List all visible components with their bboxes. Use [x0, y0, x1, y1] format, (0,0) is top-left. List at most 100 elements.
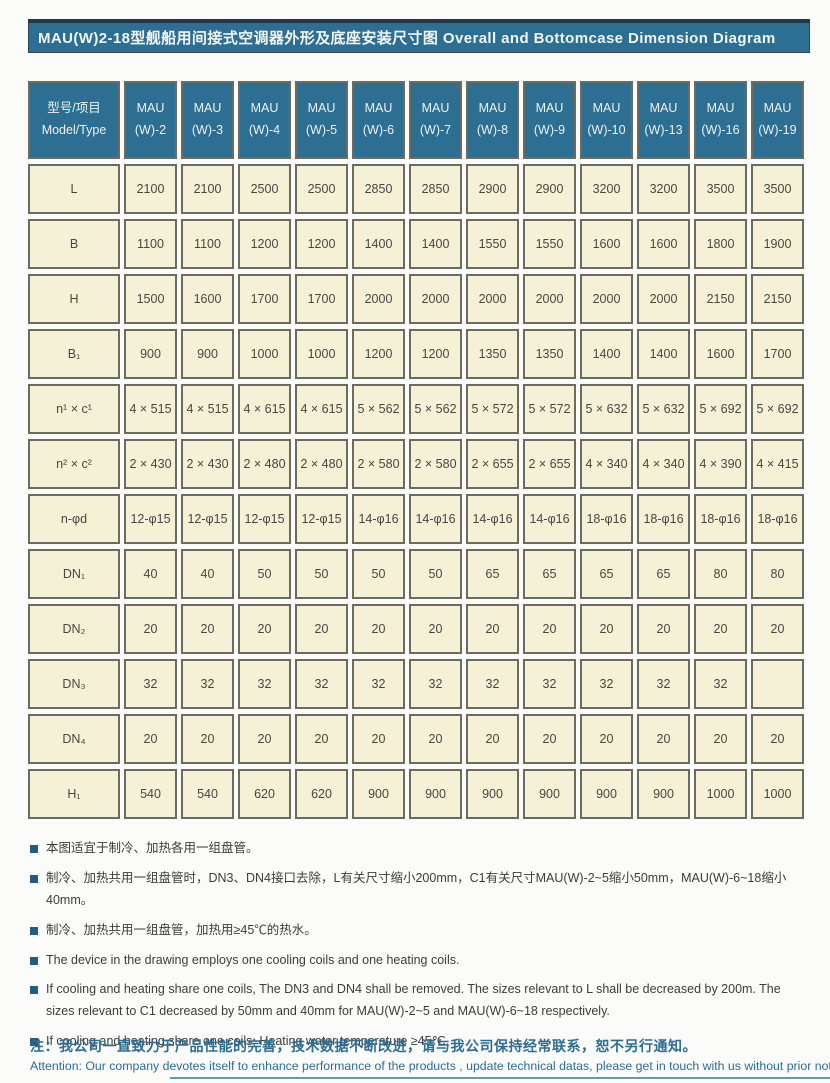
value-cell: 1000: [238, 329, 291, 379]
value-cell: 4 × 515: [181, 384, 234, 434]
value-cell: 32: [238, 659, 291, 709]
table-row: n² × c² 2 × 430 2 × 430 2 × 480 2 × 480 2 × 5…: [28, 439, 804, 489]
value-cell: 50: [352, 549, 405, 599]
value-cell: 2150: [694, 274, 747, 324]
value-cell: 1000: [295, 329, 348, 379]
value-cell: 2 × 430: [181, 439, 234, 489]
value-cell: 20: [409, 714, 462, 764]
value-cell: 20: [466, 604, 519, 654]
bottom-rule: [170, 1077, 830, 1079]
value-cell: 20: [352, 604, 405, 654]
value-cell: 4 × 515: [124, 384, 177, 434]
value-cell: 1200: [352, 329, 405, 379]
value-cell: 2000: [580, 274, 633, 324]
value-cell: 620: [295, 769, 348, 819]
value-cell: 1700: [751, 329, 804, 379]
value-cell: 2850: [352, 164, 405, 214]
value-cell: 32: [181, 659, 234, 709]
value-cell: 4 × 615: [295, 384, 348, 434]
value-cell: 3200: [580, 164, 633, 214]
value-cell: 2000: [352, 274, 405, 324]
value-cell: 2000: [523, 274, 576, 324]
value-cell: 2 × 580: [409, 439, 462, 489]
value-cell: 32: [637, 659, 690, 709]
value-cell: 14-φ16: [466, 494, 519, 544]
value-cell: 1100: [181, 219, 234, 269]
value-cell: 50: [238, 549, 291, 599]
note-item: 本图适宜于制冷、加热各用一组盘管。: [30, 838, 812, 860]
value-cell: 20: [238, 714, 291, 764]
model-suffix: (W)-9: [533, 123, 566, 137]
model-prefix: MAU: [307, 101, 336, 116]
value-cell: 3500: [751, 164, 804, 214]
value-cell: 1900: [751, 219, 804, 269]
value-cell: 2000: [409, 274, 462, 324]
model-suffix: (W)-19: [758, 123, 797, 137]
row-label-cell: n¹ × c¹: [28, 384, 120, 434]
value-cell: 18-φ16: [580, 494, 633, 544]
value-cell: 2900: [466, 164, 519, 214]
value-cell: 1400: [580, 329, 633, 379]
value-cell: 20: [466, 714, 519, 764]
note-bullet-icon: [30, 926, 38, 935]
value-cell: 20: [694, 604, 747, 654]
value-cell: 80: [694, 549, 747, 599]
model-suffix: (W)-13: [644, 123, 683, 137]
value-cell: 1600: [580, 219, 633, 269]
value-cell: 20: [352, 714, 405, 764]
value-cell: 2100: [124, 164, 177, 214]
note-item: 制冷、加热共用一组盘管，加热用≥45℃的热水。: [30, 920, 812, 942]
value-cell: 20: [637, 714, 690, 764]
corner-header-zh: 型号/项目: [47, 101, 101, 116]
model-prefix: MAU: [250, 101, 279, 116]
model-suffix: (W)-2: [134, 123, 167, 137]
value-cell: 1000: [694, 769, 747, 819]
value-cell: 1500: [124, 274, 177, 324]
row-label-cell: H: [28, 274, 120, 324]
attention-block: 注：我公司一直致力于产品性能的完善，技术数据不断改进，请与我公司保持经常联系，恕…: [30, 1036, 830, 1073]
value-cell: 2 × 580: [352, 439, 405, 489]
value-cell: 1100: [124, 219, 177, 269]
table-row: L 2100 2100 2500 2500 2850 2850 2900 2900 3200 320…: [28, 164, 804, 214]
value-cell: 5 × 572: [523, 384, 576, 434]
value-cell: 32: [580, 659, 633, 709]
model-suffix: (W)-16: [701, 123, 740, 137]
value-cell: 900: [181, 329, 234, 379]
model-prefix: MAU: [592, 101, 621, 116]
note-text: 本图适宜于制冷、加热各用一组盘管。: [46, 841, 259, 855]
value-cell: 540: [181, 769, 234, 819]
row-label-cell: L: [28, 164, 120, 214]
value-cell: 2 × 655: [523, 439, 576, 489]
table-row: DN₁ 40 40 50 50 50 50 65 65 65 65 80 80: [28, 549, 804, 599]
value-cell: 2000: [637, 274, 690, 324]
value-cell: 2 × 480: [295, 439, 348, 489]
note-text: If cooling and heating share one coils, …: [46, 982, 781, 1019]
table-row: B₁ 900 900 1000 1000 1200 1200 1350 1350 1400 1400…: [28, 329, 804, 379]
value-cell: 40: [181, 549, 234, 599]
note-item: The device in the drawing employs one co…: [30, 950, 812, 972]
model-prefix: MAU: [421, 101, 450, 116]
table-row: H 1500 1600 1700 1700 2000 2000 2000 2000 2000 200…: [28, 274, 804, 324]
value-cell: 1350: [523, 329, 576, 379]
value-cell: 2150: [751, 274, 804, 324]
value-cell: 3200: [637, 164, 690, 214]
value-cell: 12-φ15: [181, 494, 234, 544]
row-label-cell: DN₂: [28, 604, 120, 654]
note-item: If cooling and heating share one coils, …: [30, 1031, 812, 1053]
model-header-cell: MAU (W)-4: [238, 81, 291, 159]
value-cell: 5 × 562: [409, 384, 462, 434]
model-header-cell: MAU (W)-2: [124, 81, 177, 159]
value-cell: 20: [580, 714, 633, 764]
value-cell: 32: [352, 659, 405, 709]
value-cell: 900: [409, 769, 462, 819]
value-cell: 20: [409, 604, 462, 654]
value-cell: 18-φ16: [694, 494, 747, 544]
notes-list: 本图适宜于制冷、加热各用一组盘管。 制冷、加热共用一组盘管时，DN3、DN4接口去…: [30, 838, 812, 1061]
value-cell: 4 × 340: [637, 439, 690, 489]
model-header-cell: MAU (W)-13: [637, 81, 690, 159]
value-cell: 900: [352, 769, 405, 819]
value-cell: 65: [580, 549, 633, 599]
page-title-text: MAU(W)2-18型舰船用间接式空调器外形及底座安装尺寸图 Overall a…: [38, 30, 776, 47]
corner-header-en: Model/Type: [41, 123, 107, 137]
model-suffix: (W)-10: [587, 123, 626, 137]
